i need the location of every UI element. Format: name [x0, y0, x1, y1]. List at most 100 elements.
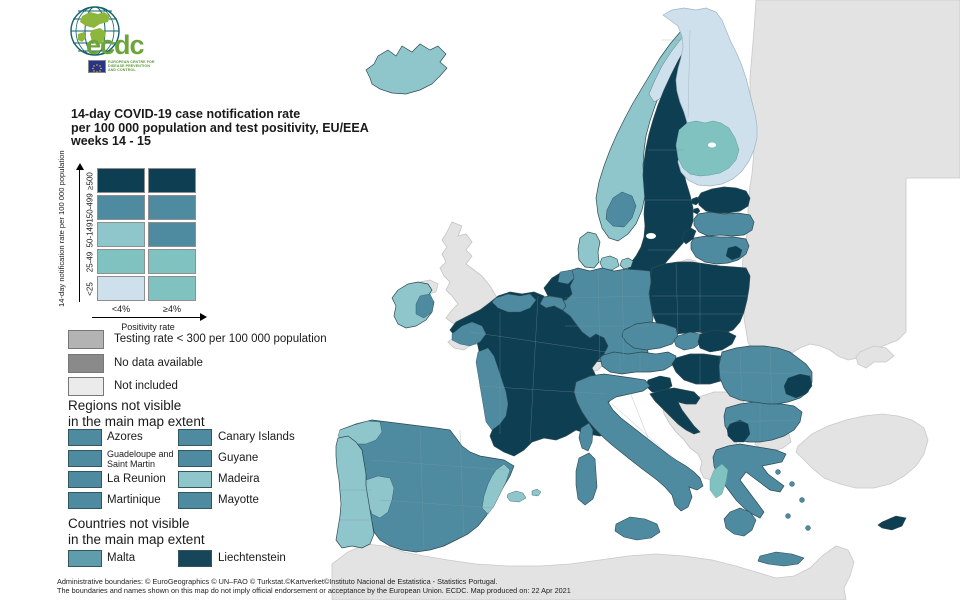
- bivariate-cell: [97, 195, 145, 220]
- map-region-norway-southwest: [605, 191, 637, 228]
- map-region-italy: [573, 373, 704, 512]
- map-region-slovakia-east: [697, 329, 737, 353]
- map-region-finland-south: [675, 120, 740, 177]
- map-region-romania-southeast: [783, 373, 813, 399]
- map-region-aegean-island: [789, 481, 795, 487]
- bivariate-row-label-1: 150-499: [85, 192, 95, 223]
- lake-finland: [708, 142, 716, 148]
- region-swatch-la-reunion: [68, 471, 102, 488]
- lake-vanern: [646, 233, 656, 239]
- internal-region-borders: [340, 29, 809, 549]
- bivariate-cell: [97, 276, 145, 301]
- bivariate-row-label-2: 50-149: [85, 222, 95, 247]
- region-swatch-madeira: [178, 471, 212, 488]
- ecdc-globe-icon: [70, 6, 120, 56]
- map-title-line3: weeks 14 - 15: [71, 134, 151, 148]
- ecdc-logo: ecdc EUROPEAN CENTRE FOR DISEASE PREVENT…: [68, 4, 188, 76]
- map-region-aegean-island: [775, 469, 781, 475]
- bivariate-x-axis-label: Positivity rate: [121, 322, 175, 332]
- bivariate-row-label-4: <25: [85, 281, 95, 296]
- bivariate-y-axis-arrow: [79, 170, 80, 302]
- region-label-guyane: Guyane: [218, 452, 259, 464]
- map-region-croatia: [649, 387, 701, 435]
- region-swatch-martinique: [68, 492, 102, 509]
- legend-swatch: [68, 377, 104, 396]
- map-region-aegean-island: [799, 497, 805, 503]
- region-swatch-canary-islands: [178, 429, 212, 446]
- map-region-brittany: [451, 321, 487, 347]
- region-label-la-reunion: La Reunion: [107, 473, 166, 485]
- map-region-turkey: [795, 413, 929, 489]
- country-label-liechtenstein: Liechtenstein: [218, 552, 286, 564]
- bivariate-cell: [148, 195, 196, 220]
- map-region-ireland-east: [415, 293, 435, 319]
- footer-line1: Administrative boundaries: © EuroGeograp…: [57, 577, 498, 586]
- region-swatch-azores: [68, 429, 102, 446]
- map-footer: Administrative boundaries: © EuroGeograp…: [57, 577, 571, 595]
- map-region-crete: [757, 551, 805, 567]
- bivariate-cell: [148, 249, 196, 274]
- map-region-cyprus: [877, 515, 907, 531]
- region-label-madeira: Madeira: [218, 473, 260, 485]
- ecdc-wordmark: ecdc: [86, 30, 145, 60]
- map-region-austria: [599, 351, 677, 375]
- ecdc-subtext: EUROPEAN CENTRE FOR DISEASE PREVENTION A…: [108, 60, 155, 72]
- map-region-aegean-island: [785, 513, 791, 519]
- map-region-greece-northwest: [709, 463, 729, 499]
- countries-section-heading: Countries not visible in the main map ex…: [68, 516, 205, 547]
- region-label-canary-islands: Canary Islands: [218, 431, 295, 443]
- legend-label: No data available: [114, 357, 203, 369]
- bivariate-col-label-0: <4%: [111, 304, 131, 314]
- map-region-poland: [648, 261, 751, 335]
- region-label-guadeloupe: Guadeloupe and Saint Martin: [107, 449, 174, 469]
- map-title: 14-day COVID-19 case notification rate p…: [71, 107, 369, 149]
- map-region-iceland: [365, 43, 448, 95]
- map-region-lithuania-southeast: [725, 245, 743, 261]
- country-swatch-liechtenstein: [178, 550, 212, 567]
- legend-label: Not included: [114, 380, 178, 392]
- regions-section-heading: Regions not visible in the main map exte…: [68, 398, 205, 429]
- map-title-line1: 14-day COVID-19 case notification rate: [71, 107, 301, 121]
- map-region-estonia: [697, 186, 751, 214]
- bivariate-cell: [97, 222, 145, 247]
- region-label-mayotte: Mayotte: [218, 494, 259, 506]
- map-region-latvia: [693, 211, 755, 237]
- footer-line2: The boundaries and names shown on this m…: [57, 586, 571, 595]
- legend-swatch: [68, 330, 104, 349]
- map-region-crimea: [855, 345, 895, 369]
- country-swatch-malta: [68, 550, 102, 567]
- map-title-line2: per 100 000 population and test positivi…: [71, 120, 369, 135]
- map-region-denmark: [577, 231, 601, 269]
- map-region-aegean-island: [805, 525, 811, 531]
- map-region-peloponnese: [723, 507, 757, 537]
- bivariate-cell: [97, 249, 145, 274]
- bivariate-y-axis-arrowhead: [76, 163, 84, 170]
- eu-flag-icon: [88, 60, 106, 73]
- bivariate-row-label-3: 25-49: [85, 251, 95, 272]
- map-region-balearic-islands: [506, 488, 542, 503]
- region-swatch-guyane: [178, 450, 212, 467]
- map-region-sardinia: [575, 452, 598, 506]
- bivariate-row-label-0: ≥500: [85, 171, 95, 190]
- bivariate-cell: [148, 276, 196, 301]
- bivariate-x-axis-arrow: [92, 317, 200, 318]
- map-region-normandy: [491, 293, 537, 313]
- map-region-czechia: [621, 321, 679, 351]
- map-region-estonia-islands: [690, 196, 701, 215]
- legend-label: Testing rate < 300 per 100 000 populatio…: [114, 333, 327, 345]
- region-swatch-guadeloupe: [68, 450, 102, 467]
- map-region-denmark-islands: [599, 255, 634, 271]
- bivariate-col-label-1: ≥4%: [163, 304, 181, 314]
- bivariate-y-axis-label: 14-day notification rate per 100 000 pop…: [57, 150, 66, 307]
- map-region-greece: [712, 443, 787, 519]
- map-region-sicily: [614, 516, 661, 541]
- region-label-azores: Azores: [107, 431, 143, 443]
- bivariate-cell-grid: [97, 168, 196, 301]
- legend-swatch: [68, 354, 104, 373]
- map-region-north-africa: [331, 543, 855, 600]
- bivariate-cell: [148, 168, 196, 193]
- region-swatch-mayotte: [178, 492, 212, 509]
- map-region-corsica: [578, 422, 594, 452]
- map-region-netherlands-northeast: [557, 269, 575, 285]
